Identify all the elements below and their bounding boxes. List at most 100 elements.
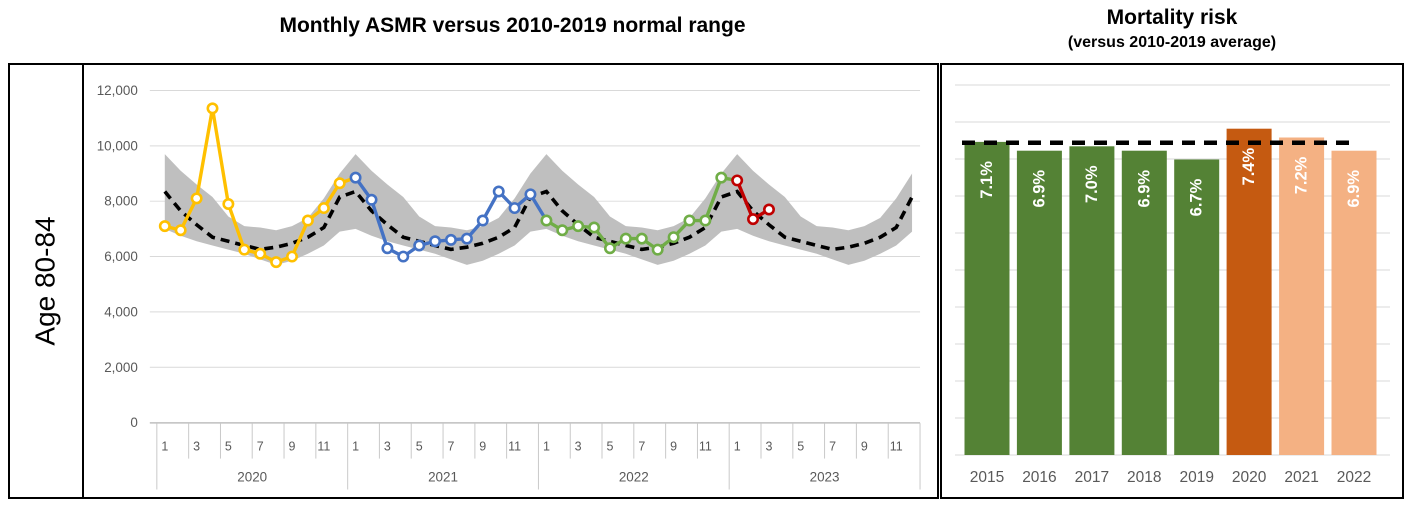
left-chart-title: Monthly ASMR versus 2010-2019 normal ran… xyxy=(279,14,746,37)
data-point-marker xyxy=(747,213,760,226)
svg-text:7: 7 xyxy=(257,440,264,454)
data-point-marker xyxy=(492,185,505,198)
svg-text:3: 3 xyxy=(384,440,391,454)
svg-text:7: 7 xyxy=(638,440,645,454)
year-group-label: 2021 xyxy=(428,470,458,485)
data-point-marker xyxy=(508,202,521,215)
data-point-marker xyxy=(699,214,712,227)
bar-2018 xyxy=(1121,150,1167,455)
data-point-marker xyxy=(190,192,203,205)
year-group-label: 2022 xyxy=(619,470,649,485)
svg-text:0: 0 xyxy=(130,415,137,430)
right-chart-title: Mortality risk xyxy=(1106,6,1238,29)
series-2023 xyxy=(731,174,775,226)
data-point-marker xyxy=(731,174,744,187)
data-point-marker xyxy=(460,232,473,245)
svg-text:11: 11 xyxy=(699,440,712,454)
data-point-marker xyxy=(317,202,330,215)
data-point-marker xyxy=(715,171,728,184)
data-point-marker xyxy=(635,232,648,245)
bar-2020 xyxy=(1226,128,1272,455)
data-point-marker xyxy=(397,250,410,263)
x-axis: 1 3 5 7 9 11 2020 1 3 5 7 9 11 2021 1 3 5 7 9 11 2022 1 3 5 7 9 11… xyxy=(149,422,921,490)
svg-text:5: 5 xyxy=(416,440,423,454)
category-label: 2018 xyxy=(1127,469,1161,486)
svg-text:3: 3 xyxy=(766,440,773,454)
data-point-marker xyxy=(349,171,362,184)
data-point-marker xyxy=(286,250,298,263)
category-label: 2016 xyxy=(1022,469,1056,486)
svg-text:4,000: 4,000 xyxy=(104,304,138,319)
data-point-marker xyxy=(572,220,585,233)
category-label: 2021 xyxy=(1284,469,1318,486)
series-2020 xyxy=(158,102,358,269)
bar-2015 xyxy=(964,141,1010,455)
bar-value-label: 6.9% xyxy=(1030,170,1048,208)
data-point-marker xyxy=(524,188,537,201)
svg-text:11: 11 xyxy=(317,440,330,454)
data-point-marker xyxy=(667,231,680,244)
data-point-marker xyxy=(222,197,235,210)
data-point-marker xyxy=(476,214,489,227)
data-point-marker xyxy=(365,193,378,206)
bar-value-label: 6.7% xyxy=(1188,178,1206,216)
svg-text:1: 1 xyxy=(161,440,168,454)
svg-text:5: 5 xyxy=(225,440,232,454)
bar-2019 xyxy=(1174,159,1220,455)
category-label: 2019 xyxy=(1179,469,1213,486)
svg-text:8,000: 8,000 xyxy=(104,194,138,209)
data-point-marker xyxy=(333,177,346,190)
svg-text:11: 11 xyxy=(890,440,903,454)
bar-2022 xyxy=(1331,150,1377,455)
bar-2016 xyxy=(1016,150,1062,455)
category-label: 2017 xyxy=(1075,469,1109,486)
data-point-marker xyxy=(556,224,569,237)
year-group-label: 2023 xyxy=(810,470,840,485)
data-point-marker xyxy=(619,232,632,245)
data-point-marker xyxy=(381,242,394,255)
data-point-marker xyxy=(413,239,426,252)
data-point-marker xyxy=(444,233,457,246)
svg-text:5: 5 xyxy=(606,440,613,454)
svg-text:6,000: 6,000 xyxy=(104,249,138,264)
bar-2021 xyxy=(1279,137,1325,455)
year-group-label: 2020 xyxy=(237,470,267,485)
data-point-marker xyxy=(254,247,267,260)
svg-text:7: 7 xyxy=(829,440,836,454)
svg-text:11: 11 xyxy=(508,440,521,454)
bars-group xyxy=(964,128,1377,456)
svg-text:12,000: 12,000 xyxy=(97,83,138,98)
category-label: 2020 xyxy=(1232,469,1267,486)
series-2022 xyxy=(540,171,739,256)
bar-value-label: 7.0% xyxy=(1083,165,1101,203)
bar-value-label: 6.9% xyxy=(1135,170,1153,208)
data-point-marker xyxy=(763,203,775,216)
age-group-label: Age 80-84 xyxy=(30,216,61,346)
data-point-marker xyxy=(238,243,251,256)
svg-text:9: 9 xyxy=(670,440,677,454)
mortality-risk-panel: 7.1% 6.9% 7.0% 6.9% 6.7% 7.4% 7.2% 6.9% 2015 2016… xyxy=(940,63,1404,499)
bar-value-label: 7.1% xyxy=(978,161,996,199)
svg-text:10,000: 10,000 xyxy=(97,138,138,153)
y-axis-labels: 0 2,000 4,000 6,000 8,000 10,000 12,000 xyxy=(97,83,138,430)
svg-text:9: 9 xyxy=(861,440,868,454)
svg-text:9: 9 xyxy=(289,440,296,454)
svg-text:1: 1 xyxy=(352,440,359,454)
data-point-marker xyxy=(301,214,314,227)
data-point-marker xyxy=(206,102,219,115)
x-axis-labels: 2015 2016 2017 2018 2019 2020 2021 2022 xyxy=(970,469,1371,486)
svg-text:1: 1 xyxy=(734,440,741,454)
svg-text:3: 3 xyxy=(575,440,582,454)
svg-text:3: 3 xyxy=(193,440,200,454)
category-label: 2015 xyxy=(970,469,1004,486)
data-point-marker xyxy=(651,243,664,256)
age-group-strip: Age 80-84 xyxy=(10,65,84,497)
data-point-marker xyxy=(588,221,601,234)
bar-value-label: 6.9% xyxy=(1345,170,1363,208)
series-2021 xyxy=(349,171,549,263)
category-label: 2022 xyxy=(1337,469,1371,486)
svg-text:1: 1 xyxy=(543,440,550,454)
data-point-marker xyxy=(270,256,283,269)
svg-text:2,000: 2,000 xyxy=(104,360,138,375)
